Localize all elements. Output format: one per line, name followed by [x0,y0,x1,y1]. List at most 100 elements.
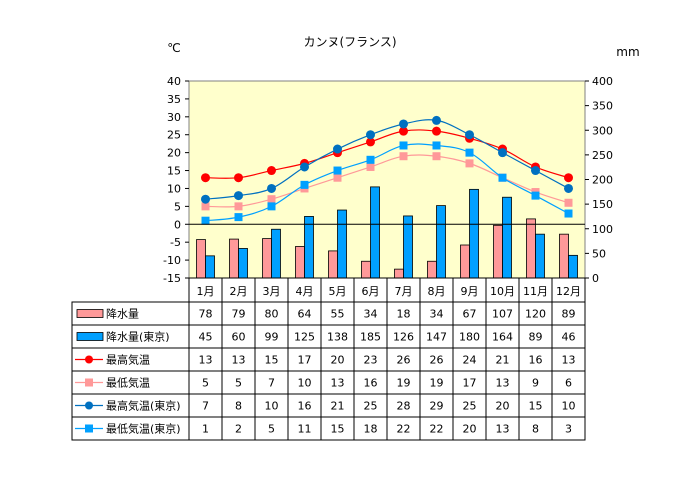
cell-max-temp-tokyo-12: 10 [562,400,576,413]
point-min-temp-tokyo-4 [300,180,309,189]
chart-title: カンヌ(フランス) [303,35,396,49]
point-min-temp-12 [564,198,573,207]
right-tick-label: 400 [592,75,613,88]
left-tick-label: 40 [167,75,181,88]
cell-precip-tokyo-7: 126 [393,331,414,344]
point-max-temp-1 [201,173,210,183]
point-max-temp-tokyo-11 [531,166,540,176]
bar-precip-12 [559,233,569,279]
cell-min-temp-12: 6 [565,377,572,390]
cell-max-temp-11: 16 [529,354,543,367]
cell-max-temp-tokyo-11: 15 [529,400,543,413]
left-tick-label: -15 [163,272,181,285]
point-min-temp-1 [201,202,210,211]
cell-min-temp-9: 17 [463,377,477,390]
cell-max-temp-tokyo-9: 25 [463,400,477,413]
point-min-temp-tokyo-2 [234,213,243,222]
plot-area [188,80,586,279]
cell-max-temp-tokyo-10: 20 [496,400,510,413]
cell-min-temp-tokyo-3: 5 [268,423,275,436]
cell-min-temp-tokyo-6: 18 [364,423,378,436]
right-tick-label: 0 [592,272,599,285]
cell-precip-12: 89 [562,308,576,321]
legend-label-max-temp: 最高気温 [106,353,150,367]
left-tick-label: 0 [174,218,181,231]
cell-min-temp-4: 10 [298,377,312,390]
point-min-temp-9 [465,159,474,168]
cell-min-temp-tokyo-10: 13 [496,423,510,436]
cell-max-temp-3: 15 [265,354,279,367]
cell-max-temp-tokyo-3: 10 [265,400,279,413]
cell-precip-1: 78 [199,308,213,321]
cell-min-temp-6: 16 [364,377,378,390]
point-min-temp-8 [432,152,441,161]
cell-precip-tokyo-6: 185 [360,331,381,344]
cell-precip-10: 107 [492,308,513,321]
month-label-11: 11月 [523,285,548,298]
bar-precip-5 [328,250,338,279]
right-tick-label: 100 [592,223,613,236]
point-max-temp-12 [564,173,573,183]
point-min-temp-tokyo-7 [399,141,408,150]
cell-min-temp-1: 5 [202,377,209,390]
left-tick-label: -10 [163,254,181,267]
bar-precip-1 [196,239,206,279]
cell-precip-tokyo-1: 45 [199,331,213,344]
bar-precip-9 [460,244,470,279]
legend-label-max-temp-tokyo: 最高気温(東京) [106,399,181,413]
bar-precip-6 [361,260,371,279]
cell-max-temp-tokyo-8: 29 [430,400,444,413]
point-min-temp-6 [366,162,375,171]
cell-min-temp-tokyo-8: 22 [430,423,444,436]
cell-min-temp-tokyo-12: 3 [565,423,572,436]
legend-label-min-temp: 最低気温 [106,376,150,390]
left-axis-unit: ℃ [167,41,180,55]
left-tick-label: 15 [167,165,181,178]
right-tick-label: 200 [592,174,613,187]
month-label-4: 4月 [296,285,314,298]
cell-precip-tokyo-2: 60 [232,331,246,344]
point-max-temp-8 [432,126,441,136]
left-tick-label: 30 [167,111,181,124]
cell-max-temp-4: 17 [298,354,312,367]
month-label-6: 6月 [362,285,380,298]
legend-marker-max-temp-tokyo [85,401,93,410]
cell-max-temp-8: 26 [430,354,444,367]
cell-min-temp-8: 19 [430,377,444,390]
cell-min-temp-tokyo-2: 2 [235,423,242,436]
point-min-temp-tokyo-3 [267,202,276,211]
cell-precip-5: 55 [331,308,345,321]
cell-max-temp-tokyo-5: 21 [331,400,345,413]
bar-precip-tokyo-7 [403,215,413,279]
right-tick-label: 300 [592,124,613,137]
bar-precip-7 [394,268,404,279]
point-max-temp-tokyo-2 [234,191,243,201]
cell-max-temp-tokyo-1: 7 [202,400,209,413]
legend-marker-min-temp [85,378,93,387]
cell-min-temp-tokyo-11: 8 [532,423,539,436]
month-label-5: 5月 [329,285,347,298]
cell-precip-tokyo-12: 46 [562,331,576,344]
left-tick-label: 5 [174,200,181,213]
cell-precip-8: 34 [430,308,444,321]
bar-precip-8 [427,260,437,279]
point-min-temp-tokyo-8 [432,141,441,150]
cell-min-temp-tokyo-9: 20 [463,423,477,436]
point-min-temp-5 [333,173,342,182]
bar-precip-3 [262,238,272,279]
point-min-temp-tokyo-11 [531,191,540,200]
legend-marker-max-temp [85,355,93,364]
bar-precip-tokyo-6 [370,186,380,279]
point-min-temp-tokyo-5 [333,166,342,175]
cell-precip-tokyo-5: 138 [327,331,348,344]
cell-precip-tokyo-11: 89 [529,331,543,344]
bar-precip-tokyo-3 [271,228,281,279]
bar-precip-10 [493,224,503,279]
cell-min-temp-10: 13 [496,377,510,390]
cell-precip-4: 64 [298,308,312,321]
cell-precip-6: 34 [364,308,378,321]
bar-precip-tokyo-9 [469,188,479,279]
month-label-3: 3月 [263,285,281,298]
